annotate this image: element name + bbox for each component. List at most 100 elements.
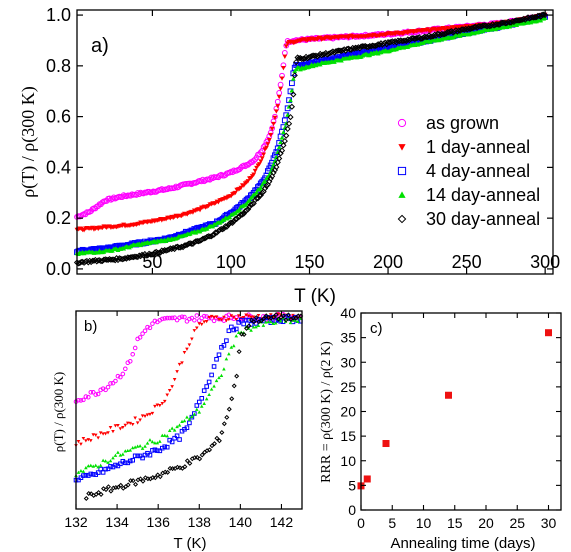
legend-marker <box>398 215 405 222</box>
x-tick-label: 10 <box>416 515 432 531</box>
y-tick-label: 0.2 <box>46 208 71 228</box>
panel-b-x-axis-title: T (K) <box>173 535 206 552</box>
data-point <box>173 436 177 440</box>
data-point <box>185 415 189 418</box>
data-point <box>188 343 192 346</box>
data-point <box>290 81 295 86</box>
data-point <box>288 98 293 102</box>
y-tick-label: 20 <box>340 404 356 420</box>
x-tick-label: 100 <box>216 252 246 272</box>
data-point <box>119 427 123 430</box>
y-tick-label: 10 <box>340 453 356 469</box>
legend-marker <box>398 191 405 197</box>
data-point <box>193 329 197 332</box>
data-point <box>178 423 182 426</box>
data-point <box>170 385 174 388</box>
data-point <box>106 385 110 389</box>
y-tick-label: 30 <box>340 354 356 370</box>
data-point <box>148 413 152 416</box>
data-point <box>282 51 287 56</box>
data-point <box>277 95 282 99</box>
data-point <box>168 389 172 392</box>
x-tick-label: 50 <box>142 252 162 272</box>
panel-c-ticks: 0 5 10 15 20 25 300510152025303540 <box>340 305 561 531</box>
panel-b-label: b) <box>84 318 97 335</box>
data-point <box>121 452 125 455</box>
series-as-grown <box>74 312 302 403</box>
data-point <box>96 436 100 439</box>
data-point <box>200 397 204 401</box>
data-point <box>277 90 282 95</box>
data-point <box>200 453 204 457</box>
data-point <box>114 454 118 457</box>
x-tick-label: 5 <box>388 515 396 531</box>
data-point <box>222 367 226 370</box>
legend-label: 1 day-anneal <box>426 137 530 157</box>
data-point <box>212 384 216 387</box>
data-point <box>364 475 371 482</box>
panel-b-ticks: 132 134 136 138 140 142 <box>64 311 293 530</box>
data-point <box>84 497 88 501</box>
series-rrr <box>358 329 553 489</box>
panel-c-y-axis-title: RRR = ρ(300 K) / ρ(2 K) <box>319 341 334 483</box>
data-point <box>138 444 142 447</box>
data-point <box>188 421 192 425</box>
legend-label: as grown <box>426 113 499 133</box>
data-point <box>445 392 452 399</box>
data-point <box>274 109 279 113</box>
data-point <box>281 66 286 70</box>
data-point <box>207 380 211 384</box>
data-point <box>84 439 88 442</box>
data-point <box>207 393 211 396</box>
legend-label: 30 day-anneal <box>426 209 540 229</box>
data-point <box>131 352 135 356</box>
x-tick-label: 150 <box>294 252 324 272</box>
data-point <box>158 404 162 407</box>
data-point <box>185 348 189 351</box>
panel-b: 132 134 136 138 140 142 b) T (K) ρ(T) / ρ(300… <box>51 311 303 552</box>
panel-c-x-axis-title: Annealing time (days) <box>390 535 535 552</box>
data-point <box>225 339 229 343</box>
data-point <box>175 370 179 373</box>
data-point <box>183 315 187 319</box>
data-point <box>89 439 93 442</box>
data-point <box>262 324 266 327</box>
data-point <box>223 422 227 426</box>
data-point <box>165 394 169 397</box>
legend-label: 14 day-anneal <box>426 185 540 205</box>
data-point <box>215 379 219 382</box>
data-point <box>237 350 241 354</box>
y-tick-label: 0.4 <box>46 157 71 177</box>
y-tick-label: 15 <box>340 428 356 444</box>
panel-c-label: c) <box>370 320 383 337</box>
legend-item-30-day-anneal: 30 day-anneal <box>398 209 540 229</box>
panel-c-frame <box>361 313 561 510</box>
panel-a-legend: as grown1 day-anneal4 day-anneal14 day-a… <box>398 113 540 229</box>
data-point <box>116 451 120 454</box>
series-1-day-anneal <box>74 313 302 448</box>
data-point <box>109 426 113 429</box>
data-point <box>225 357 229 360</box>
data-point <box>143 415 147 418</box>
data-point <box>124 367 128 371</box>
data-point <box>215 357 219 361</box>
data-point <box>138 418 142 421</box>
data-point <box>109 459 113 462</box>
data-point <box>242 322 246 326</box>
data-point <box>193 318 197 322</box>
data-point <box>202 402 206 405</box>
data-point <box>121 372 125 376</box>
data-point <box>220 431 224 435</box>
y-tick-label: 5 <box>348 477 356 493</box>
data-point <box>280 76 285 80</box>
y-tick-label: 25 <box>340 379 356 395</box>
data-point <box>79 443 83 446</box>
data-point <box>99 464 103 467</box>
legend-marker <box>398 167 405 174</box>
y-tick-label: 35 <box>340 330 356 346</box>
data-point <box>202 389 206 393</box>
x-tick-label: 25 <box>509 515 525 531</box>
data-point <box>227 329 231 333</box>
data-point <box>383 440 390 447</box>
panel-a-x-axis-title: T (K) <box>294 286 336 307</box>
